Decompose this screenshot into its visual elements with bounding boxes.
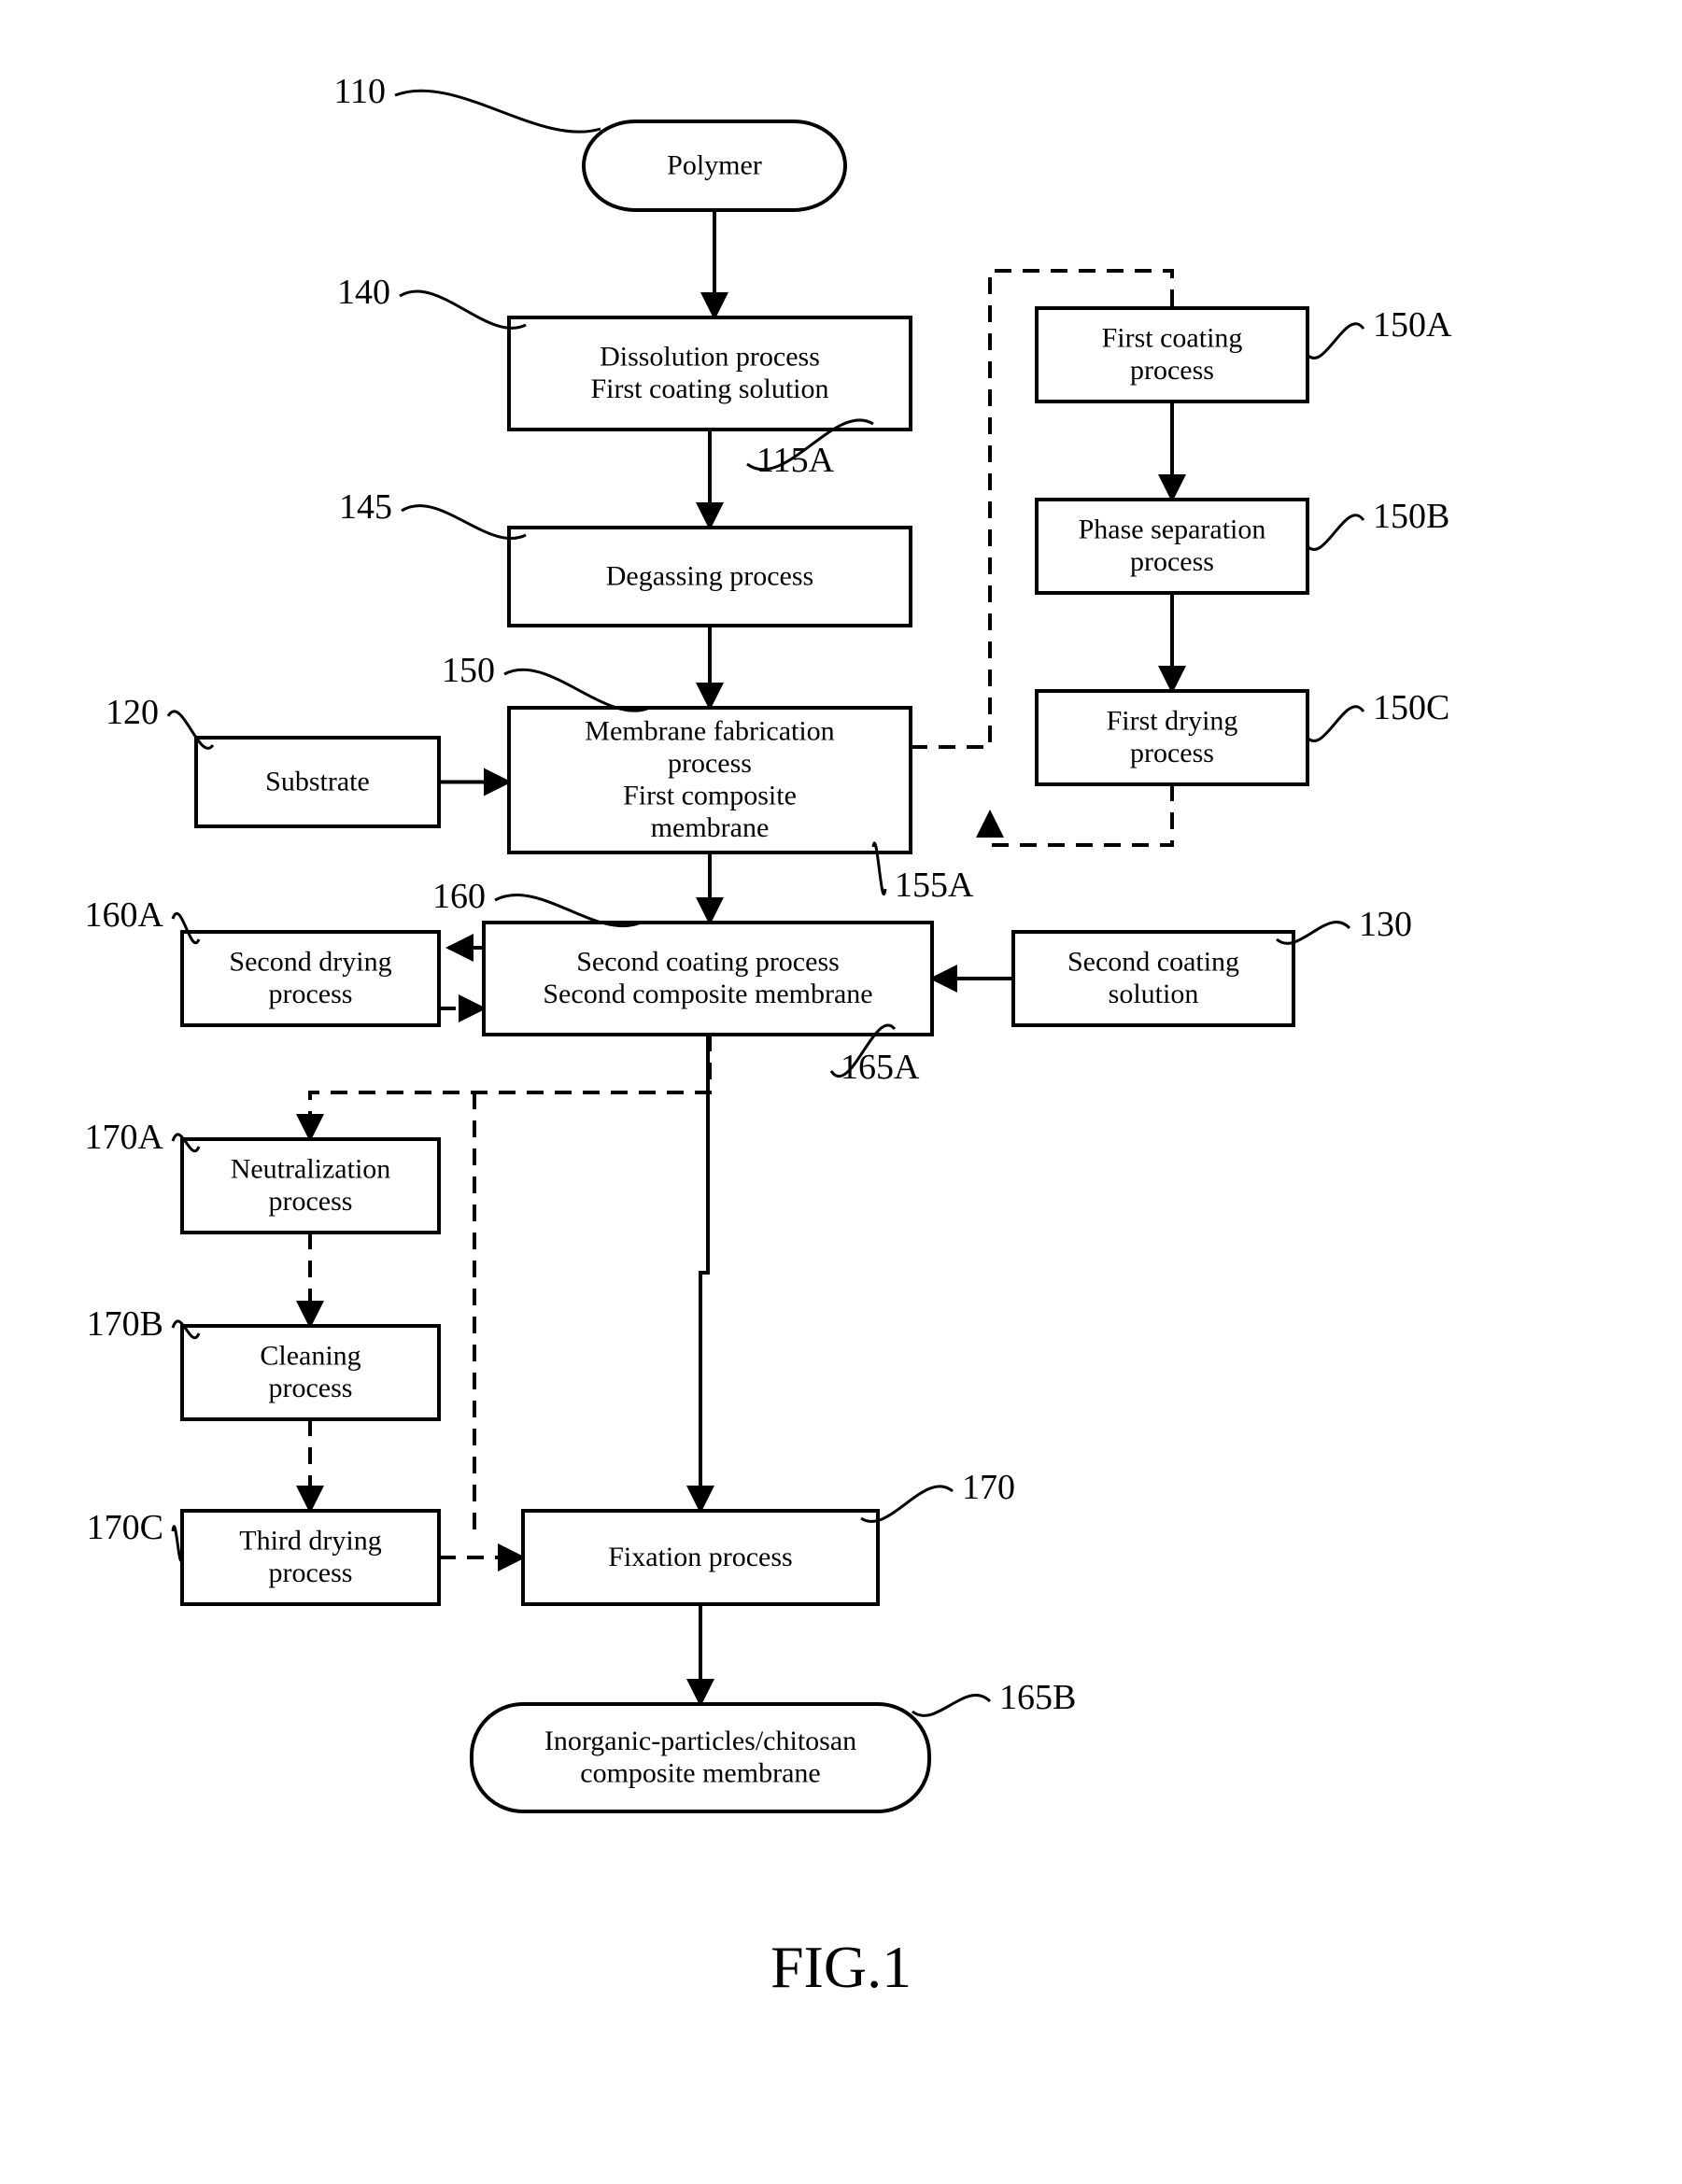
node-output: Inorganic-particles/chitosancomposite me…	[472, 1704, 929, 1811]
ref-label-150A: 150A	[1373, 305, 1452, 345]
dashed-edge	[990, 784, 1172, 845]
dashed-edge	[310, 1035, 710, 1139]
node-text: process	[1130, 355, 1214, 386]
node-text: First coating	[1102, 323, 1243, 354]
node-text: process	[1130, 546, 1214, 577]
node-text: Second composite membrane	[543, 979, 872, 1009]
node-text: process	[269, 1557, 353, 1588]
ref-label-150: 150	[442, 651, 495, 690]
node-text: Membrane fabrication	[585, 716, 834, 747]
leader-line	[395, 91, 601, 132]
ref-label-115A: 115A	[756, 441, 835, 480]
node-text: process	[668, 748, 752, 779]
node-dissolution: Dissolution processFirst coating solutio…	[509, 317, 911, 430]
node-text: Cleaning	[260, 1341, 360, 1372]
ref-label-170C: 170C	[87, 1508, 163, 1547]
node-text: Substrate	[265, 766, 370, 796]
leader-line	[504, 669, 650, 711]
node-text: process	[269, 1373, 353, 1403]
node-cleaning: Cleaningprocess	[182, 1326, 439, 1419]
node-third_drying: Third dryingprocess	[182, 1511, 439, 1604]
ref-label-170B: 170B	[87, 1304, 163, 1344]
leader-line	[1307, 324, 1364, 359]
ref-label-160: 160	[432, 877, 486, 916]
ref-label-140: 140	[337, 273, 390, 312]
node-text: process	[269, 979, 353, 1009]
node-first_drying: First dryingprocess	[1037, 691, 1307, 784]
node-degassing: Degassing process	[509, 528, 911, 626]
node-second_coating: Second coating processSecond composite m…	[484, 923, 932, 1035]
figure-caption: FIG.1	[0, 1933, 1682, 2002]
node-substrate: Substrate	[196, 738, 439, 826]
node-phase_sep: Phase separationprocess	[1037, 500, 1307, 593]
leader-line	[1307, 515, 1364, 550]
ref-label-165B: 165B	[999, 1678, 1076, 1717]
node-text: solution	[1109, 979, 1199, 1009]
node-text: Third drying	[239, 1526, 381, 1557]
figure-page: Polymer Dissolution processFirst coating …	[0, 0, 1682, 2184]
node-text: Phase separation	[1079, 514, 1266, 545]
node-fixation: Fixation process	[523, 1511, 878, 1604]
ref-label-160A: 160A	[85, 895, 164, 935]
ref-label-150C: 150C	[1373, 688, 1449, 727]
ref-label-155A: 155A	[895, 866, 974, 905]
node-text: process	[1130, 738, 1214, 768]
node-text: composite membrane	[580, 1758, 820, 1789]
node-second_drying: Second dryingprocess	[182, 932, 439, 1025]
node-text: Second coating	[1067, 947, 1239, 978]
node-second_sol: Second coatingsolution	[1013, 932, 1293, 1025]
ref-label-130: 130	[1359, 905, 1412, 944]
node-text: First drying	[1107, 706, 1238, 737]
flowchart-canvas: Polymer Dissolution processFirst coating …	[0, 0, 1682, 2184]
leader-line	[1307, 707, 1364, 741]
node-text: Fixation process	[608, 1542, 792, 1572]
ref-label-120: 120	[106, 693, 159, 732]
node-membrane_fab: Membrane fabricationprocessFirst composi…	[509, 708, 911, 852]
node-neutralization: Neutralizationprocess	[182, 1139, 439, 1233]
node-text: First coating solution	[591, 373, 829, 404]
node-first_coating: First coatingprocess	[1037, 308, 1307, 402]
node-text: Inorganic-particles/chitosan	[544, 1726, 856, 1756]
leader-line	[912, 1695, 990, 1715]
ref-label-170: 170	[962, 1468, 1015, 1507]
node-text: Polymer	[667, 149, 762, 180]
node-text: First composite	[623, 781, 797, 811]
ref-label-170A: 170A	[85, 1118, 164, 1157]
node-text: Second drying	[229, 947, 391, 978]
node-polymer: Polymer	[584, 121, 845, 210]
ref-label-110: 110	[333, 72, 386, 111]
leader-line	[400, 291, 526, 328]
node-text: Second coating process	[576, 947, 840, 978]
node-text: process	[269, 1186, 353, 1217]
edge	[700, 1035, 708, 1511]
node-text: Degassing process	[606, 560, 813, 591]
ref-label-150B: 150B	[1373, 497, 1449, 536]
node-text: membrane	[651, 812, 770, 843]
node-text: Dissolution process	[600, 342, 820, 373]
ref-label-145: 145	[339, 487, 392, 527]
node-text: Neutralization	[231, 1154, 391, 1185]
